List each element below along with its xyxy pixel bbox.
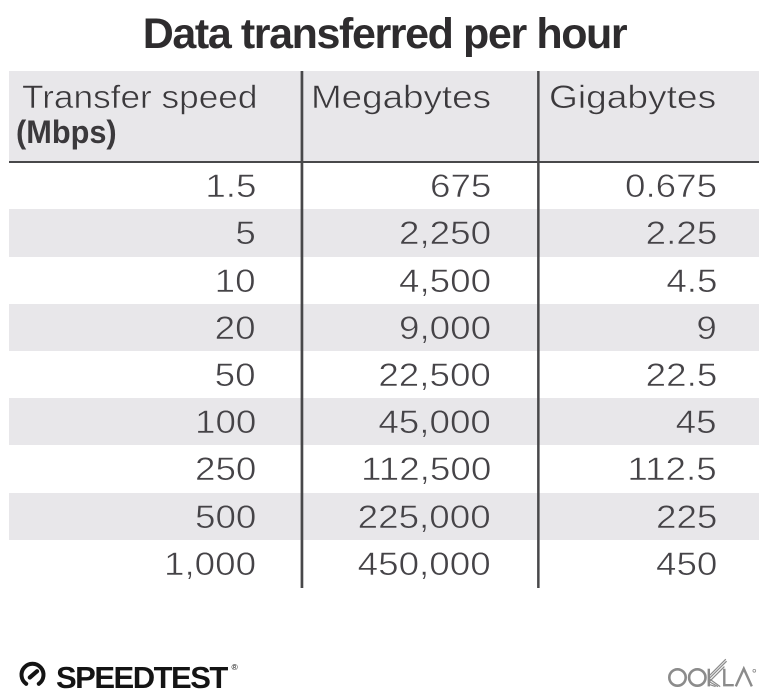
- svg-text:SPEEDTEST: SPEEDTEST: [56, 660, 228, 695]
- svg-text:®: ®: [232, 662, 239, 672]
